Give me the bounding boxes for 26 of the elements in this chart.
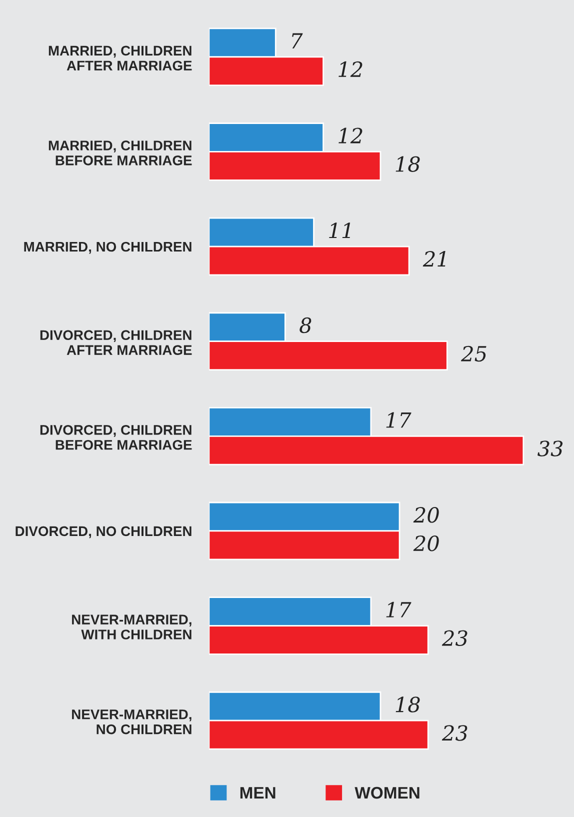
data-label: 8 xyxy=(300,317,312,334)
data-label: 23 xyxy=(442,725,468,741)
y-tick-label: DIVORCED, NO CHILDREN xyxy=(16,526,192,538)
data-label: 33 xyxy=(538,440,563,456)
data-label: 17 xyxy=(386,412,412,428)
data-label: 11 xyxy=(329,222,350,238)
y-tick-label: MARRIED, CHILDREN BEFORE MARRIAGE xyxy=(48,140,192,166)
data-label: 25 xyxy=(460,346,486,362)
data-label: 17 xyxy=(386,602,412,618)
legend-label: MEN xyxy=(240,787,276,799)
y-tick-label: MARRIED, CHILDREN AFTER MARRIAGE xyxy=(48,46,192,71)
y-tick-label: DIVORCED, CHILDREN BEFORE MARRIAGE xyxy=(40,424,192,450)
data-label: 20 xyxy=(413,535,439,552)
legend-label: WOMEN xyxy=(354,786,420,799)
data-label: 12 xyxy=(338,128,362,144)
data-label: 12 xyxy=(338,61,362,77)
y-tick-label: NEVER-MARRIED, NO CHILDREN xyxy=(72,710,192,734)
y-tick-label: MARRIED, NO CHILDREN xyxy=(24,242,192,254)
data-label: 7 xyxy=(292,33,303,48)
data-label: 23 xyxy=(442,630,468,646)
data-label: 21 xyxy=(422,251,446,266)
data-label: 18 xyxy=(396,696,420,712)
data-label: 18 xyxy=(396,156,420,172)
y-tick-label: DIVORCED, CHILDREN AFTER MARRIAGE xyxy=(40,330,192,355)
data-label: 20 xyxy=(413,507,439,523)
y-tick-label: NEVER-MARRIED, WITH CHILDREN xyxy=(72,614,192,640)
